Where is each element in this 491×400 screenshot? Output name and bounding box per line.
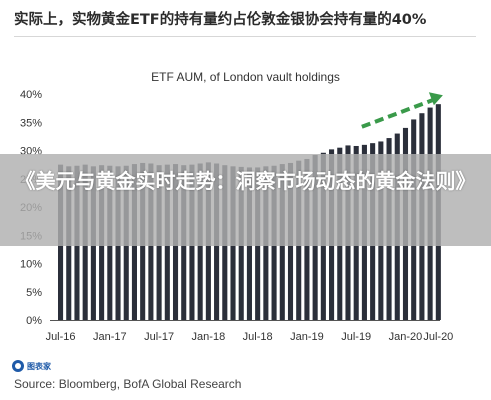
logo-text: 图表家 <box>27 361 51 371</box>
x-tick-label: Jul-16 <box>46 331 76 343</box>
x-tick-label: Jul-17 <box>144 331 174 343</box>
headline: 实际上，实物黄金ETF的持有量约占伦敦金银协会持有量的40% <box>14 12 427 28</box>
x-tick-label: Jul-20 <box>423 331 453 343</box>
y-tick-label: 10% <box>20 259 42 271</box>
divider <box>14 36 476 37</box>
x-tick-label: Jul-18 <box>243 331 273 343</box>
x-tick-label: Jan-17 <box>93 331 127 343</box>
x-tick-label: Jan-19 <box>290 331 324 343</box>
publisher-logo: 图表家 <box>12 359 54 373</box>
x-tick-label: Jan-20 <box>389 331 423 343</box>
y-tick-label: 0% <box>26 315 42 327</box>
logo-icon <box>12 360 24 372</box>
overlay-banner <box>0 154 491 246</box>
chart-title: ETF AUM, of London vault holdings <box>151 70 340 84</box>
overlay-title: 《美元与黄金实时走势：洞察市场动态的黄金法则》 <box>15 169 476 193</box>
y-tick-label: 35% <box>20 117 42 129</box>
y-tick-label: 5% <box>26 287 42 299</box>
source-note: Source: Bloomberg, BofA Global Research <box>14 377 242 391</box>
x-tick-label: Jan-18 <box>192 331 226 343</box>
trend-arrow-head <box>428 92 443 106</box>
x-tick-label: Jul-19 <box>341 331 371 343</box>
y-tick-label: 40% <box>20 89 42 101</box>
